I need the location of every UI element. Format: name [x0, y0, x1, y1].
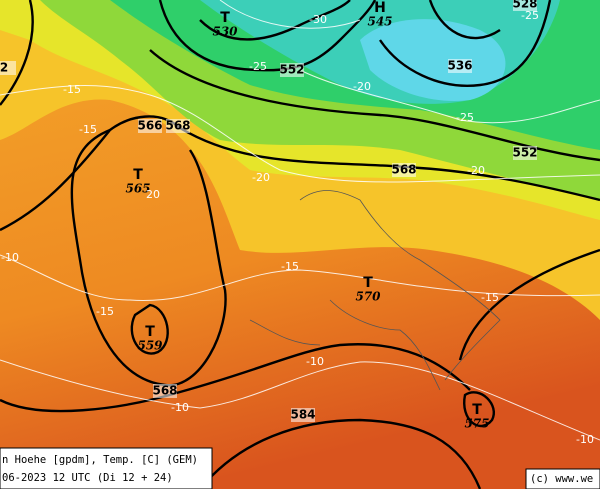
contour-label: 568 — [165, 119, 190, 133]
temperature-label: -30 — [309, 13, 327, 26]
temperature-label: -20 — [353, 80, 371, 93]
contour-label: 2 — [0, 61, 8, 75]
label-bg — [138, 119, 162, 133]
center-value: 559 — [137, 339, 163, 353]
caption-line: n Hoehe [gpdm], Temp. [C] (GEM) — [2, 454, 198, 466]
caption-line: 06-2023 12 UTC (Di 12 + 24) — [2, 472, 173, 484]
label-bg — [153, 384, 177, 398]
center-value: 565 — [125, 182, 150, 196]
contour-label: 584 — [290, 408, 315, 422]
center-symbol: T — [133, 167, 143, 183]
temperature-label: -25 — [521, 9, 539, 22]
temperature-label: -15 — [281, 260, 299, 273]
temperature-label: -15 — [79, 123, 97, 136]
center-symbol: T — [145, 324, 155, 340]
contour-label: 536 — [447, 59, 472, 73]
label-bg — [448, 59, 472, 73]
label-bg — [291, 408, 315, 422]
temperature-label: -15 — [481, 291, 499, 304]
credit-box — [525, 468, 600, 489]
center-symbol: T — [472, 402, 482, 418]
contour-label: 528 — [512, 0, 537, 11]
contour-label: 568 — [152, 384, 177, 398]
temperature-label: -10 — [171, 401, 189, 414]
center-value: 570 — [355, 290, 381, 304]
temperature-label: -15 — [96, 305, 114, 318]
contour-label: 568 — [391, 163, 416, 177]
center-value: 545 — [367, 15, 392, 29]
temperature-label: -25 — [456, 111, 474, 124]
label-bg — [513, 146, 537, 160]
contour-label: 552 — [279, 63, 304, 77]
temperature-label: -10 — [306, 355, 324, 368]
center-symbol: H — [374, 0, 386, 16]
label-bg — [513, 0, 537, 11]
temperature-label: -25 — [249, 60, 267, 73]
temperature-label: -20 — [252, 171, 270, 184]
coastlines — [249, 190, 501, 391]
temperature-label: -10 — [576, 433, 594, 446]
label-bg — [392, 163, 416, 177]
contour-label: 552 — [512, 146, 537, 160]
center-value: 575 — [464, 417, 489, 431]
lightblue-zone — [360, 19, 506, 101]
center-value: 530 — [212, 25, 238, 39]
isotherms — [0, 0, 600, 440]
label-bg — [280, 63, 304, 77]
contour-label: 566 — [137, 119, 162, 133]
temperature-label: 20 — [146, 188, 160, 201]
label-bg — [166, 119, 190, 133]
center-symbol: T — [363, 275, 373, 291]
label-bg — [0, 61, 16, 75]
temperature-label: -10 — [1, 251, 19, 264]
temperature-label: -15 — [63, 83, 81, 96]
center-symbol: T — [220, 10, 230, 26]
temperature-label: -20 — [467, 164, 485, 177]
caption-box — [0, 447, 213, 489]
credit: (c) www.we — [530, 473, 593, 485]
